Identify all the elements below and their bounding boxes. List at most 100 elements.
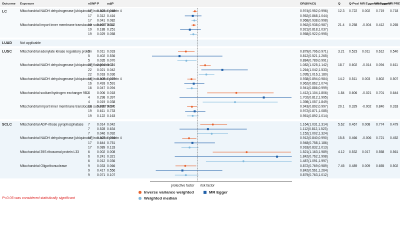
cell: 0.523 [349,49,357,53]
axis-label: protective factor [171,183,195,187]
cell: 0.004 [97,63,105,67]
cell: 0.066 [107,164,115,168]
cell: 0.008 [362,122,370,126]
cell: 1.412(1.104,1.806) [300,91,328,95]
cell: 21.4 [338,23,345,27]
estimate [242,160,245,163]
cell: 0.041 [97,18,105,22]
cell: 17 [88,145,92,149]
cell: 17 [88,18,92,22]
cell: 19 [88,32,92,36]
estimate [206,128,209,131]
cell: 0.948(0.758,1.186) [300,141,328,145]
cell: 5 [88,49,90,53]
cell: 0.298 [97,95,105,99]
cell: 0.054 [107,136,115,140]
group-band [0,121,400,179]
cell: 0.011 [97,49,105,53]
group-band [0,39,400,47]
cell: 0.038 [107,100,115,104]
estimate [188,146,191,149]
cell: 0.644 [390,91,398,95]
cell: 0.918(0.832,1.013) [300,145,328,149]
cell: 9 [88,173,90,177]
cell: 0.024 [97,9,105,13]
cell: 0.879(0.763,1.012) [300,173,328,177]
cell: 0.008 [107,150,115,154]
cell: 0.163 [107,114,115,118]
cell: 0.029 [97,32,105,36]
cell: 17 [88,14,92,18]
cell: Mitochondrial ADP-ribose pyrophosphatase [20,122,84,126]
cell: 15.8 [338,136,345,140]
cell: 0.938(0.894,0.984) [300,77,328,81]
cell: -0.006 [362,136,372,140]
header-cell: nSNP [88,1,96,5]
cell: 0.540 [390,49,398,53]
cell: 0.014 [97,122,105,126]
cell: 0.974(0.952,0.996) [300,9,328,13]
cell: 0.602 [349,63,357,67]
cell: 0.879(0.796,0.971) [300,49,328,53]
estimate [191,14,194,17]
cell: 0.009 [362,164,370,168]
cell: 0.048 [107,9,115,13]
cell: 19 [88,114,92,118]
cell: Mitochondrial import inner membrane tran… [20,23,114,27]
page: {"header":["Outcome","Exposure","nSNP","… [0,0,400,201]
legend-label: Inverse variance weighted [144,189,194,194]
cell: 0.644 [97,141,105,145]
cell: 0.042 [107,68,115,72]
cell: 0.038 [97,105,105,109]
cell: 0.718 [390,9,398,13]
cell: 1.095(1.016,1.180) [300,72,328,76]
estimate [235,91,238,94]
cell: 16 [88,86,92,90]
cell: 1.84 [338,91,345,95]
cell: Mitochondrial NADH dehydrogenase [ubiqui… [20,77,122,81]
estimate [191,114,194,117]
cell: 17 [88,141,92,145]
cell: 0.027 [107,77,115,81]
cell: 0.452 [390,136,398,140]
cell: 1.164(1.031,1.314) [300,122,328,126]
cell: Not applicable [20,41,41,45]
cell: 0.884(0.789,0.991) [300,59,328,63]
header-cell: Exposure [20,1,34,5]
header-cell: MR Egger P [374,1,391,5]
cell: 1.082(1.025,1.142) [300,63,328,67]
cell: 0.606 [349,91,357,95]
cell: 0.009 [97,77,105,81]
forest-figure: P<0.05 was considered statistically sign… [0,0,400,200]
cell: 18.7 [338,63,345,67]
header-cell: P [97,1,99,5]
header-cell: Outcome [2,1,16,5]
cell: 0.721 [376,136,384,140]
cell: 3.21 [338,49,345,53]
cell: 0.076 [107,105,115,109]
cell: 4 [88,100,90,104]
cell: 1.521(1.163,1.989) [300,150,328,154]
cell: 22 [88,63,92,67]
estimate [211,123,214,126]
cell: 0.094 [107,86,115,90]
header-cell: Q [338,1,341,5]
group-label: LC [2,9,7,13]
cell: 0.812(0.521,1.265) [300,54,328,58]
cell: 0.094 [376,63,384,67]
cell: 0.188 [97,28,105,32]
header-cell: OR(95%CI) [300,1,316,5]
header-cell: MR PRESSO global test [388,1,400,5]
cell: 0.006 [97,91,105,95]
cell: 0.840 [376,105,384,109]
cell: 1.112(0.812,1.523) [300,127,328,131]
cell: 0.107 [107,173,115,177]
estimate [190,87,193,90]
cell: 17 [88,9,92,13]
cell: 22 [88,72,92,76]
cell: 0.329 [349,105,357,109]
cell: 0.532 [349,150,357,154]
cell: 0.058 [107,32,115,36]
cell: 19 [88,23,92,27]
estimate [181,169,184,172]
